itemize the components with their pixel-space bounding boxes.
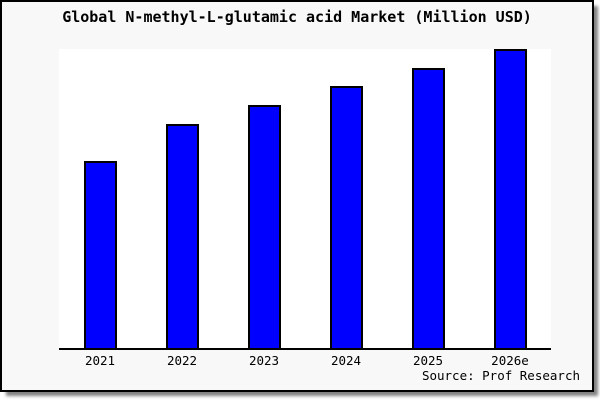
bar-slot-2025 <box>387 49 469 348</box>
bar-2022 <box>165 124 199 348</box>
x-axis-labels: 2021 2022 2023 2024 2025 2026e <box>59 353 551 368</box>
x-tick-2026e: 2026e <box>491 353 529 368</box>
bar-slot-2026e <box>469 49 551 348</box>
x-tick-2024: 2024 <box>330 353 362 368</box>
bar-2025 <box>411 68 445 348</box>
bar-slot-2021 <box>59 49 141 348</box>
source-note: Source: Prof Research <box>421 368 580 383</box>
bar-2023 <box>247 104 281 348</box>
x-tick-2023: 2023 <box>248 353 280 368</box>
bar-2021 <box>83 161 117 348</box>
x-tick-2025: 2025 <box>412 353 444 368</box>
x-tick-2021: 2021 <box>84 353 116 368</box>
bar-slot-2023 <box>223 49 305 348</box>
x-tick-2022: 2022 <box>166 353 198 368</box>
bar-slot-2022 <box>141 49 223 348</box>
chart-box: Global N-methyl-L-glutamic acid Market (… <box>0 0 594 392</box>
bar-slot-2024 <box>305 49 387 348</box>
chart-title: Global N-methyl-L-glutamic acid Market (… <box>62 8 532 26</box>
bar-2026e <box>493 49 527 348</box>
bar-2024 <box>329 86 363 348</box>
plot-area <box>59 49 551 350</box>
